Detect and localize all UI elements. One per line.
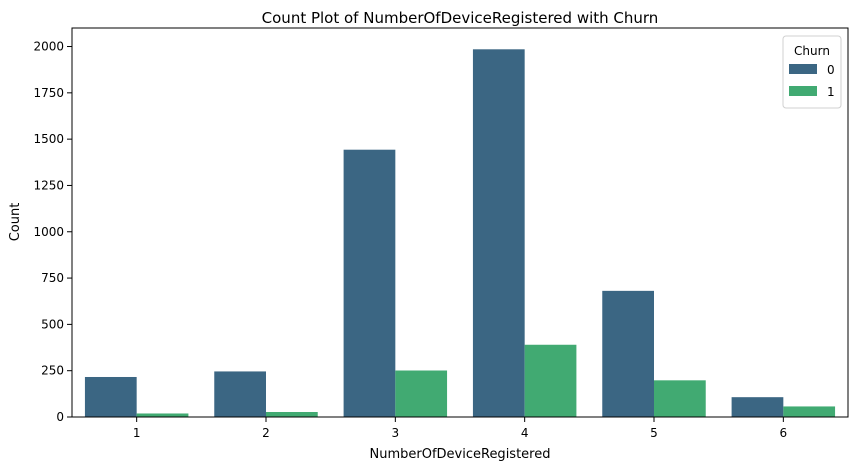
bar-churn-0-device-3 [343,149,396,418]
bar-churn-1-device-6 [783,406,836,417]
plot-frame [71,27,849,418]
y-tick-label: 1500 [33,132,64,146]
bar-churn-0-device-2 [214,371,266,417]
y-tick-label: 0 [56,410,64,424]
x-axis-label: NumberOfDeviceRegistered [370,447,551,462]
bar-churn-1-device-4 [524,344,577,417]
legend: Churn 01 [782,35,842,109]
x-axis: 1 2 3 4 5 6 [133,417,787,440]
bar-churn-0-device-1 [84,376,137,417]
chart-title: Count Plot of NumberOfDeviceRegistered w… [262,9,659,27]
bar-churn-1-device-5 [654,380,706,417]
y-tick-label: 250 [41,364,64,378]
bar-churn-0-device-4 [472,49,525,418]
y-tick-label: 1750 [33,86,64,100]
x-tick-label: 3 [392,426,400,440]
y-axis-label: Count [8,203,23,242]
x-tick-label: 4 [521,426,529,440]
y-tick-label: 750 [41,271,64,285]
bar-churn-0-device-6 [731,397,784,417]
bar-churn-1-device-2 [266,411,318,417]
y-tick-label: 1000 [33,225,64,239]
legend-title: Churn [794,44,830,58]
bar-churn-0-device-5 [602,290,654,417]
legend-swatch-0 [789,64,817,74]
y-tick-label: 500 [41,317,64,331]
y-tick-label: 1250 [33,178,64,192]
legend-label-0: 0 [827,63,835,77]
y-tick-label: 2000 [33,40,64,54]
legend-swatch-1 [789,86,817,96]
x-tick-label: 2 [262,426,270,440]
legend-label-1: 1 [827,85,835,99]
bar-churn-1-device-3 [395,370,448,417]
y-axis: 0 250 500 750 1000 1250 1500 1750 2000 [33,40,72,424]
bar-churn-1-device-1 [136,413,189,417]
x-tick-label: 1 [133,426,141,440]
legend-entries: 01 [789,63,835,99]
bars-group [84,49,836,418]
x-tick-label: 5 [650,426,658,440]
x-tick-label: 6 [780,426,788,440]
